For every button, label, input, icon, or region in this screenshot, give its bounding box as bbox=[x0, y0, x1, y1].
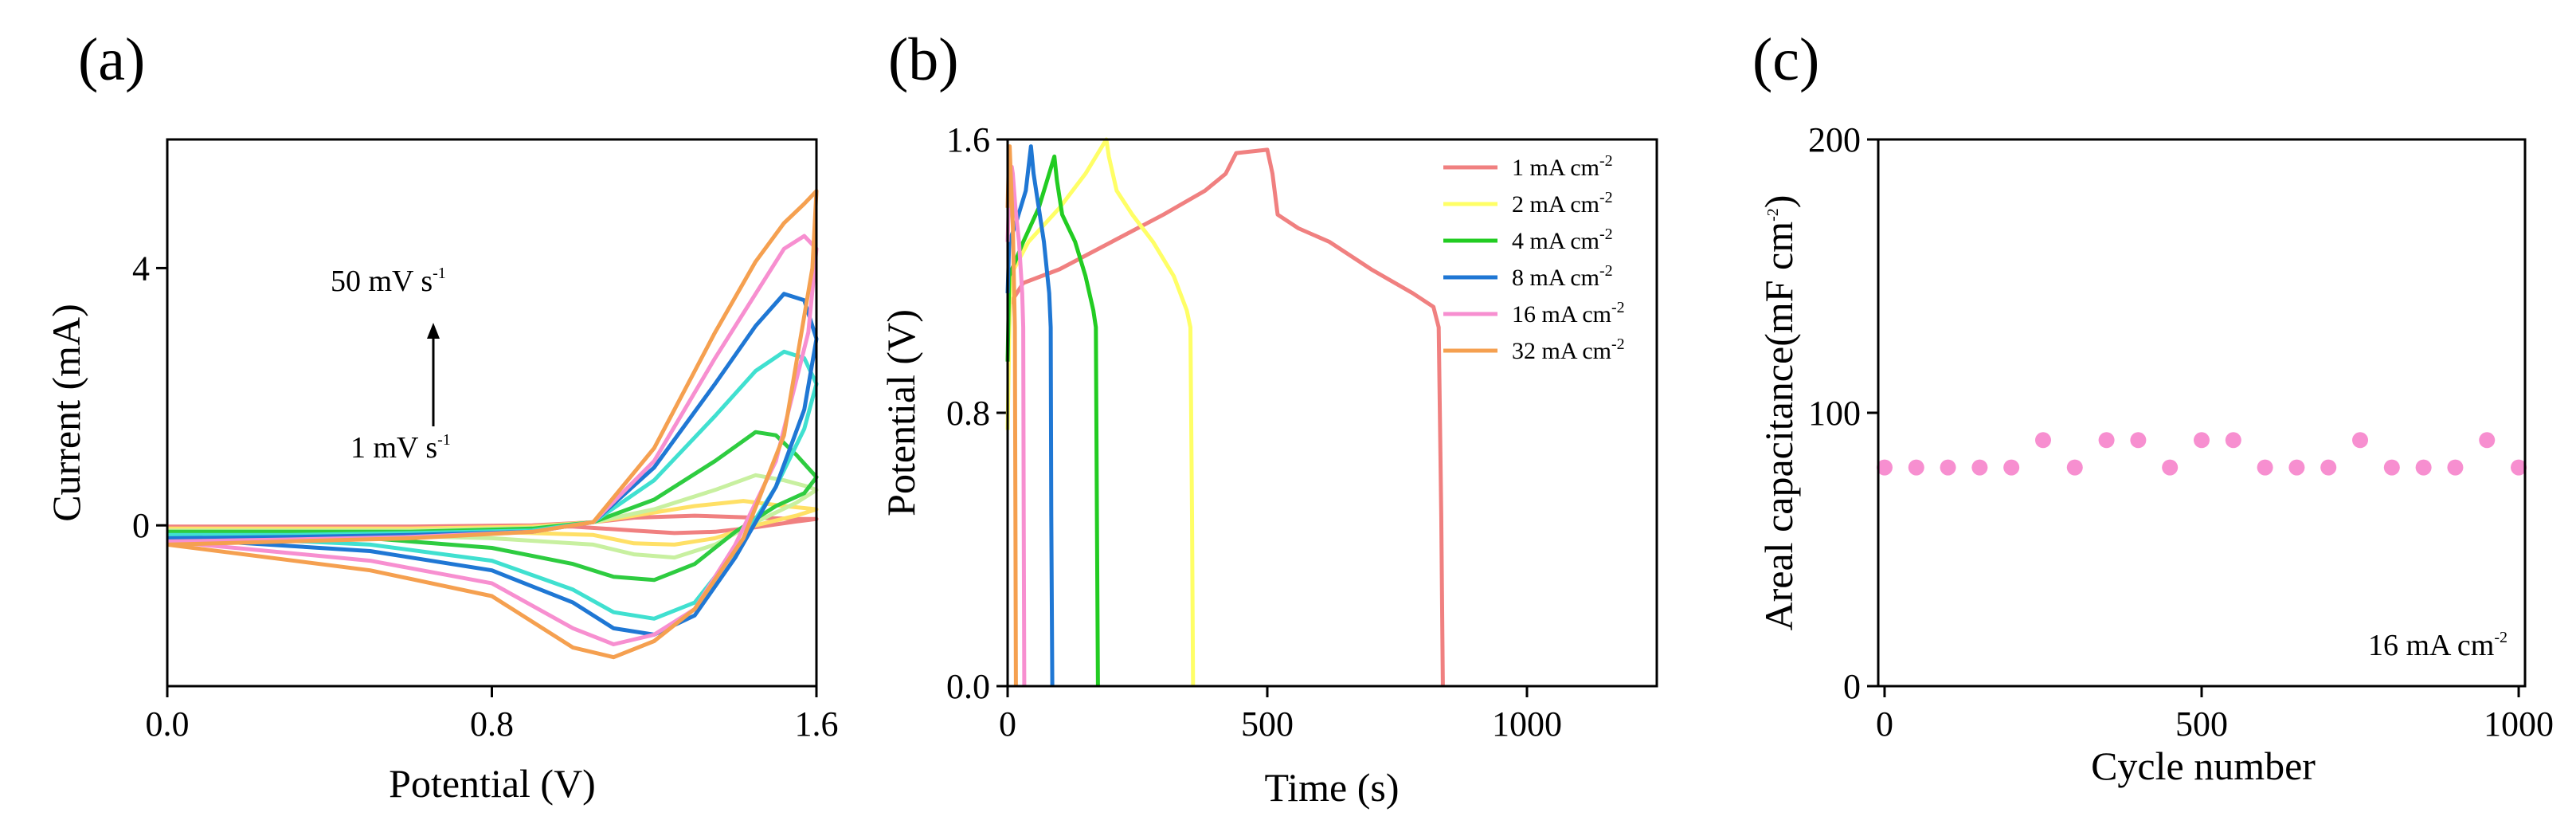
panel-a-xtick-label: 0.8 bbox=[470, 704, 514, 744]
panel-c-point bbox=[2034, 432, 2051, 449]
panel-b-ticks: 0 500 1000 0.0 0.8 1.6 bbox=[946, 120, 1562, 744]
panel-b-series-line bbox=[1005, 137, 1196, 687]
panel-b-series-line bbox=[1005, 147, 1445, 687]
panel-b-xlabel: Time (s) bbox=[1264, 765, 1399, 810]
legend-entry: 8 mA cm-2 bbox=[1512, 262, 1613, 291]
panel-c-point bbox=[1908, 459, 1924, 476]
panel-b-series bbox=[1005, 137, 1445, 687]
legend-entry: 32 mA cm-2 bbox=[1512, 336, 1625, 364]
panel-c-series bbox=[1876, 432, 2527, 476]
panel-a-ytick-label: 4 bbox=[132, 249, 150, 288]
panel-c: (c) 0 500 1000 0 100 200 16 mA cm-2 Cycle num… bbox=[1752, 26, 2554, 788]
panel-c-point bbox=[2225, 432, 2241, 449]
panel-b: (b) 0 500 1000 0.0 0.8 1.6 1 mA cm-2 2 mA cm-2… bbox=[879, 26, 1658, 810]
panel-b-label: (b) bbox=[888, 26, 959, 93]
panel-c-xtick-label: 1000 bbox=[2484, 704, 2554, 744]
panel-b-ytick-label: 0.0 bbox=[946, 667, 990, 706]
panel-c-annotation: 16 mA cm-2 bbox=[2368, 629, 2507, 662]
legend-entry: 4 mA cm-2 bbox=[1512, 226, 1613, 254]
panel-c-point bbox=[2066, 459, 2083, 476]
panel-a-label: (a) bbox=[78, 26, 145, 93]
panel-b-xtick-label: 1000 bbox=[1492, 704, 1562, 744]
panel-a-xtick-label: 0.0 bbox=[146, 704, 190, 744]
panel-c-ytick-label: 0 bbox=[1843, 667, 1861, 706]
panel-c-point bbox=[2130, 432, 2147, 449]
panel-a-ylabel: Current (mA) bbox=[44, 304, 88, 522]
panel-c-frame bbox=[1877, 138, 2527, 688]
panel-a-series-line bbox=[166, 189, 819, 660]
panel-a: (a) 0.0 0.8 1.6 0 4 50 mV s-1 1 mV s-1 Poten… bbox=[44, 26, 839, 806]
panel-c-xlabel: Cycle number bbox=[2091, 744, 2316, 788]
panel-c-point bbox=[2479, 432, 2496, 449]
panel-c-point bbox=[2415, 459, 2432, 476]
legend-entry: 2 mA cm-2 bbox=[1512, 189, 1613, 218]
panel-b-xtick-label: 0 bbox=[999, 704, 1016, 744]
panel-c-point bbox=[2003, 459, 2020, 476]
panel-a-ytick-label: 0 bbox=[132, 506, 150, 545]
panel-c-label: (c) bbox=[1752, 26, 1819, 93]
panel-b-frame bbox=[1006, 138, 1658, 688]
panel-a-xtick-label: 1.6 bbox=[795, 704, 839, 744]
panel-b-ylabel: Potential (V) bbox=[879, 309, 923, 516]
panel-c-ylabel: Areal capacitance(mF cm-2) bbox=[1756, 195, 1801, 631]
panel-a-ticks: 0.0 0.8 1.6 0 4 bbox=[132, 249, 839, 744]
panel-c-point bbox=[2194, 432, 2210, 449]
panel-c-point bbox=[1971, 459, 1988, 476]
panel-a-series bbox=[166, 189, 819, 660]
panel-c-point bbox=[2288, 459, 2305, 476]
panel-a-arrow-head bbox=[427, 323, 440, 339]
panel-c-ytick-label: 100 bbox=[1808, 394, 1861, 433]
panel-c-xtick-label: 0 bbox=[1876, 704, 1893, 744]
panel-a-annotation-top: 50 mV s-1 bbox=[331, 265, 446, 298]
legend-entry: 16 mA cm-2 bbox=[1512, 299, 1625, 328]
panel-b-series-line bbox=[1005, 144, 1018, 687]
panel-c-point bbox=[1876, 459, 1893, 476]
panel-c-point bbox=[2098, 432, 2115, 449]
panel-c-point bbox=[2352, 432, 2369, 449]
legend-entry: 1 mA cm-2 bbox=[1512, 152, 1613, 181]
panel-c-ytick-label: 200 bbox=[1808, 120, 1861, 159]
panel-b-xtick-label: 500 bbox=[1241, 704, 1294, 744]
panel-a-annotation-bottom: 1 mV s-1 bbox=[350, 431, 451, 465]
panel-c-point bbox=[2320, 459, 2337, 476]
panel-c-point bbox=[1940, 459, 1956, 476]
panel-c-point bbox=[2511, 459, 2527, 476]
panel-c-point bbox=[2383, 459, 2400, 476]
panel-b-ytick-label: 1.6 bbox=[946, 120, 990, 159]
panel-a-frame bbox=[166, 138, 818, 688]
panel-b-ytick-label: 0.8 bbox=[946, 394, 990, 433]
panel-c-point bbox=[2447, 459, 2464, 476]
panel-c-ticks: 0 500 1000 0 100 200 bbox=[1808, 120, 2554, 744]
panel-c-xtick-label: 500 bbox=[2175, 704, 2228, 744]
panel-b-legend: 1 mA cm-2 2 mA cm-2 4 mA cm-2 8 mA cm-2 16 m… bbox=[1443, 152, 1625, 364]
panel-b-series-line bbox=[1005, 154, 1100, 687]
panel-a-xlabel: Potential (V) bbox=[389, 761, 596, 806]
panel-c-point bbox=[2162, 459, 2179, 476]
panel-c-point bbox=[2257, 459, 2273, 476]
